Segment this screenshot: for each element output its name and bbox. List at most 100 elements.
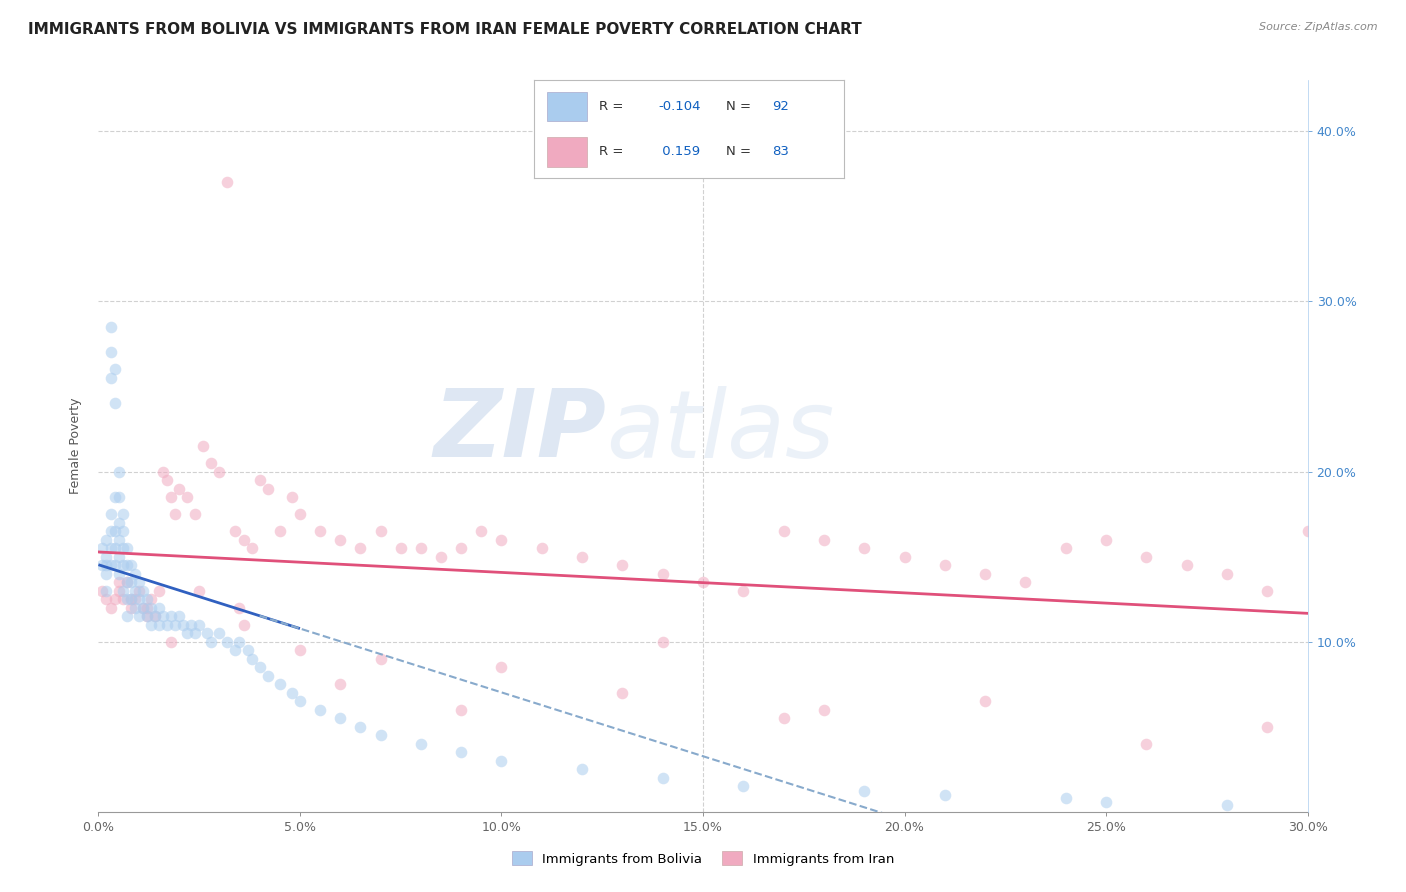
Point xyxy=(491,754,513,768)
Point xyxy=(195,626,218,640)
Point xyxy=(148,617,170,632)
Point xyxy=(100,524,122,538)
Point xyxy=(329,533,352,547)
Point xyxy=(1135,549,1157,564)
Point xyxy=(128,592,150,607)
Point xyxy=(120,600,142,615)
Text: Source: ZipAtlas.com: Source: ZipAtlas.com xyxy=(1260,22,1378,32)
Point xyxy=(135,609,157,624)
Point xyxy=(139,600,162,615)
Point xyxy=(1175,558,1198,572)
Point xyxy=(329,711,352,725)
Point xyxy=(135,600,157,615)
Point xyxy=(132,600,155,615)
Point xyxy=(450,745,472,759)
Point xyxy=(772,711,794,725)
Point xyxy=(132,600,155,615)
Point xyxy=(217,634,239,648)
Point xyxy=(148,583,170,598)
Point xyxy=(100,345,122,359)
Point xyxy=(124,583,146,598)
Point xyxy=(232,533,254,547)
Point xyxy=(128,575,150,590)
Point xyxy=(120,592,142,607)
Point xyxy=(240,541,263,555)
Point xyxy=(349,541,371,555)
Point xyxy=(217,175,239,189)
Point xyxy=(96,583,118,598)
Text: 83: 83 xyxy=(772,145,789,159)
Point xyxy=(135,592,157,607)
Point xyxy=(107,575,129,590)
Point xyxy=(100,507,122,521)
Point xyxy=(651,566,673,581)
Point xyxy=(156,617,179,632)
Point xyxy=(228,600,250,615)
Point xyxy=(491,533,513,547)
Point xyxy=(111,583,134,598)
Point xyxy=(249,660,271,674)
Point xyxy=(571,762,593,776)
Point xyxy=(103,558,125,572)
Point xyxy=(103,524,125,538)
Point xyxy=(450,703,472,717)
Point xyxy=(163,617,186,632)
Point xyxy=(224,643,246,657)
Point xyxy=(269,677,291,691)
Point xyxy=(100,320,122,334)
Point xyxy=(107,516,129,530)
Point xyxy=(156,473,179,487)
Point xyxy=(139,592,162,607)
Point xyxy=(349,720,371,734)
Point xyxy=(128,609,150,624)
Point xyxy=(91,583,114,598)
Text: N =: N = xyxy=(725,145,751,159)
Point xyxy=(103,592,125,607)
Point xyxy=(853,784,876,798)
Point xyxy=(111,524,134,538)
Point xyxy=(103,396,125,410)
Text: ZIP: ZIP xyxy=(433,385,606,477)
Point xyxy=(139,617,162,632)
Point xyxy=(115,575,138,590)
Point xyxy=(208,465,231,479)
Point xyxy=(152,465,174,479)
Point xyxy=(120,575,142,590)
Point xyxy=(288,643,311,657)
Point xyxy=(96,566,118,581)
Text: R =: R = xyxy=(599,145,624,159)
Point xyxy=(111,507,134,521)
Point xyxy=(143,609,166,624)
Point xyxy=(100,600,122,615)
Point xyxy=(612,558,634,572)
Text: atlas: atlas xyxy=(606,386,835,477)
Point xyxy=(200,456,222,470)
Text: -0.104: -0.104 xyxy=(658,100,700,113)
Point xyxy=(1256,583,1278,598)
Point xyxy=(1054,541,1077,555)
Point xyxy=(128,583,150,598)
Point xyxy=(103,541,125,555)
Point xyxy=(1054,791,1077,805)
Point xyxy=(651,634,673,648)
Point xyxy=(1095,533,1118,547)
Text: IMMIGRANTS FROM BOLIVIA VS IMMIGRANTS FROM IRAN FEMALE POVERTY CORRELATION CHART: IMMIGRANTS FROM BOLIVIA VS IMMIGRANTS FR… xyxy=(28,22,862,37)
Point xyxy=(91,541,114,555)
Point xyxy=(651,771,673,785)
Point xyxy=(450,541,472,555)
Point xyxy=(370,651,392,665)
Point xyxy=(96,592,118,607)
Point xyxy=(111,541,134,555)
Bar xyxy=(547,137,586,167)
Point xyxy=(184,626,207,640)
Point xyxy=(853,541,876,555)
Point xyxy=(200,634,222,648)
Point xyxy=(772,524,794,538)
Point xyxy=(430,549,453,564)
Point xyxy=(692,575,714,590)
Point xyxy=(115,575,138,590)
Point xyxy=(256,668,278,682)
Point xyxy=(813,533,835,547)
Point xyxy=(176,490,198,504)
Point xyxy=(96,533,118,547)
